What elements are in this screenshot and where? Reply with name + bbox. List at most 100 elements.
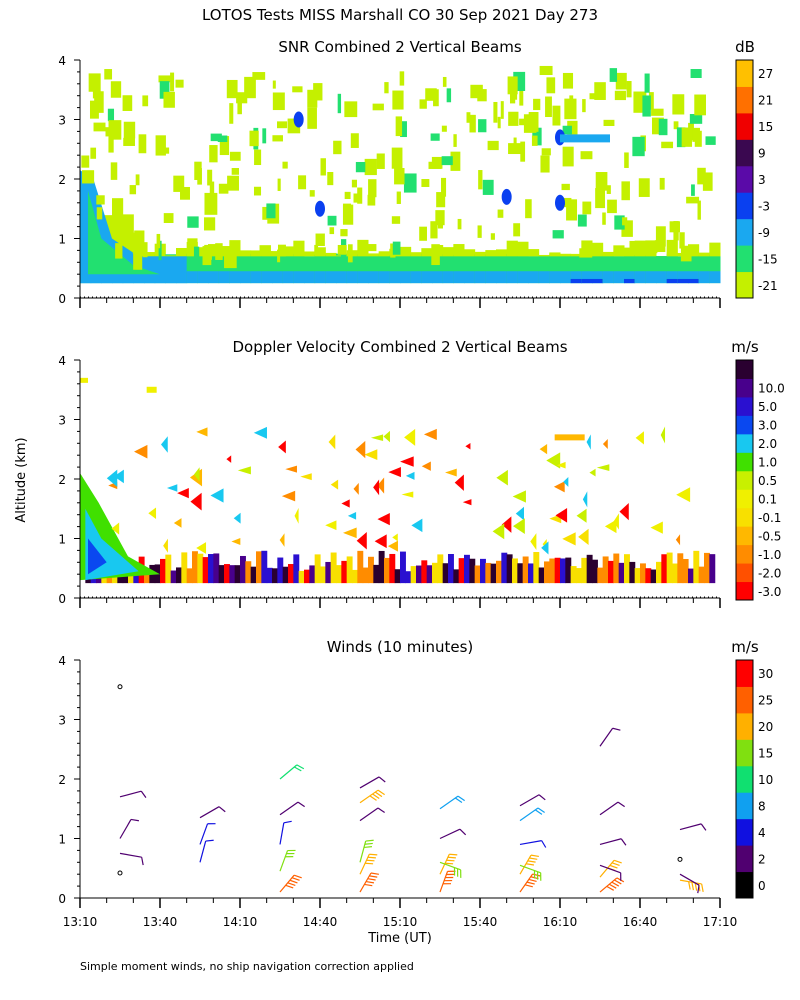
doppler-layer-cell (549, 558, 556, 584)
wind-barb-shaft (599, 838, 622, 846)
doppler-layer-cell (176, 567, 182, 584)
doppler-echo-patch (586, 434, 591, 450)
snr-echo-cell (464, 249, 476, 257)
doppler-layer-cell (160, 558, 166, 584)
snr-echo-patch (647, 240, 658, 254)
snr-echo-patch (694, 94, 706, 116)
snr-echo-patch (562, 146, 574, 167)
snr-echo-patch (651, 108, 664, 116)
snr-echo-patch (90, 147, 97, 159)
wind-barb (119, 790, 147, 798)
snr-echo-patch (569, 95, 574, 107)
snr-echo-cell (165, 255, 177, 257)
wind-barb (359, 807, 385, 822)
snr-echo-patch (655, 226, 666, 247)
snr-echo-cell (282, 246, 294, 257)
doppler-layer-cell (613, 553, 620, 584)
wind-barb-flag (367, 856, 376, 859)
doppler-echo-patch (387, 540, 398, 552)
winds-colorbar-frame (735, 659, 754, 899)
snr-echo-patch (564, 98, 577, 120)
snr-echo-patch (642, 243, 648, 251)
wind-barb-flag (609, 864, 618, 869)
snr-echo-cell (549, 252, 561, 257)
snr-echo-patch (676, 127, 686, 148)
winds-colorbar-swatch (736, 765, 753, 793)
doppler-layer-cell (288, 564, 294, 584)
doppler-colorbar-label: -0.1 (758, 511, 781, 525)
snr-layer-cell (293, 254, 305, 284)
doppler-colorbar-swatch (736, 563, 753, 583)
doppler-layer-cell (213, 553, 220, 584)
wind-barb (519, 864, 542, 881)
snr-echo-patch (525, 199, 532, 219)
snr-layer-core (656, 271, 668, 284)
snr-layer-cell (570, 254, 582, 284)
wind-barb-flag (528, 878, 537, 882)
snr-echo-patch (364, 158, 377, 176)
snr-echo-patch (81, 155, 90, 168)
snr-echo-cell (496, 249, 508, 257)
doppler-echo-top (146, 386, 157, 393)
doppler-layer-cell (229, 565, 236, 584)
snr-echo-patch (94, 91, 104, 113)
doppler-layer-cell (469, 558, 476, 584)
snr-field (80, 65, 721, 284)
wind-barb (439, 861, 462, 878)
snr-layer-cell (336, 253, 348, 284)
snr-layer-cell (325, 255, 337, 284)
snr-echo-patch (528, 112, 539, 132)
snr-layer-peak (624, 278, 636, 284)
winds-colorbar-swatch (736, 871, 753, 899)
snr-layer-aloft (560, 134, 610, 143)
wind-barb-flag (364, 842, 373, 845)
doppler-colorbar-label: 0.1 (758, 492, 777, 506)
snr-echo-cell (325, 252, 337, 257)
snr-echo-patch (272, 80, 276, 89)
wind-barb-flag (527, 860, 536, 863)
wind-barb-flag (369, 875, 378, 878)
wind-barb-flag (365, 839, 374, 842)
snr-echo-patch (309, 190, 315, 197)
doppler-echo-patch (405, 471, 415, 480)
wind-calm-marker (117, 684, 123, 690)
wind-barb-flag (377, 807, 385, 814)
doppler-echo-patch (328, 434, 336, 450)
snr-echo-patch (419, 99, 427, 109)
snr-layer-cell (709, 254, 721, 284)
doppler-layer-cell (165, 554, 172, 584)
wind-barb-flag (530, 854, 539, 858)
snr-layer-core (496, 271, 508, 284)
snr-layer-core (186, 271, 198, 284)
wind-barb (279, 874, 302, 893)
wind-barb-flag (537, 807, 545, 814)
doppler-echo-patch (619, 502, 629, 521)
snr-echo-patch (244, 76, 256, 99)
snr-echo-cell (261, 251, 273, 257)
doppler-echo-patch (373, 479, 380, 496)
snr-echo-patch (566, 199, 578, 221)
wind-barb (679, 873, 700, 894)
snr-layer-core (208, 271, 220, 284)
doppler-echo-patch (589, 468, 596, 477)
snr-echo-patch (497, 209, 504, 218)
doppler-layer-cell (336, 565, 342, 584)
doppler-layer-cell (181, 552, 188, 584)
doppler-wedge-core (88, 538, 107, 575)
snr-echo-patch (368, 179, 377, 198)
doppler-layer-cell (570, 566, 577, 584)
winds-colorbar-label: 0 (758, 879, 766, 893)
doppler-colorbar-label: 3.0 (758, 419, 777, 433)
wind-barb (279, 764, 305, 780)
snr-echo-patch (292, 86, 303, 93)
wind-barb-flag (534, 809, 543, 815)
wind-barb-shaft (679, 823, 702, 831)
snr-echo-patch (108, 137, 114, 153)
snr-layer-cell (442, 254, 454, 284)
snr-layer-cell (282, 253, 294, 284)
doppler-layer-cell (634, 568, 641, 584)
snr-echo-patch (96, 195, 105, 205)
wind-barb-flag (688, 881, 691, 890)
doppler-echo-patch (355, 440, 366, 459)
doppler-echo-patch (189, 468, 203, 487)
